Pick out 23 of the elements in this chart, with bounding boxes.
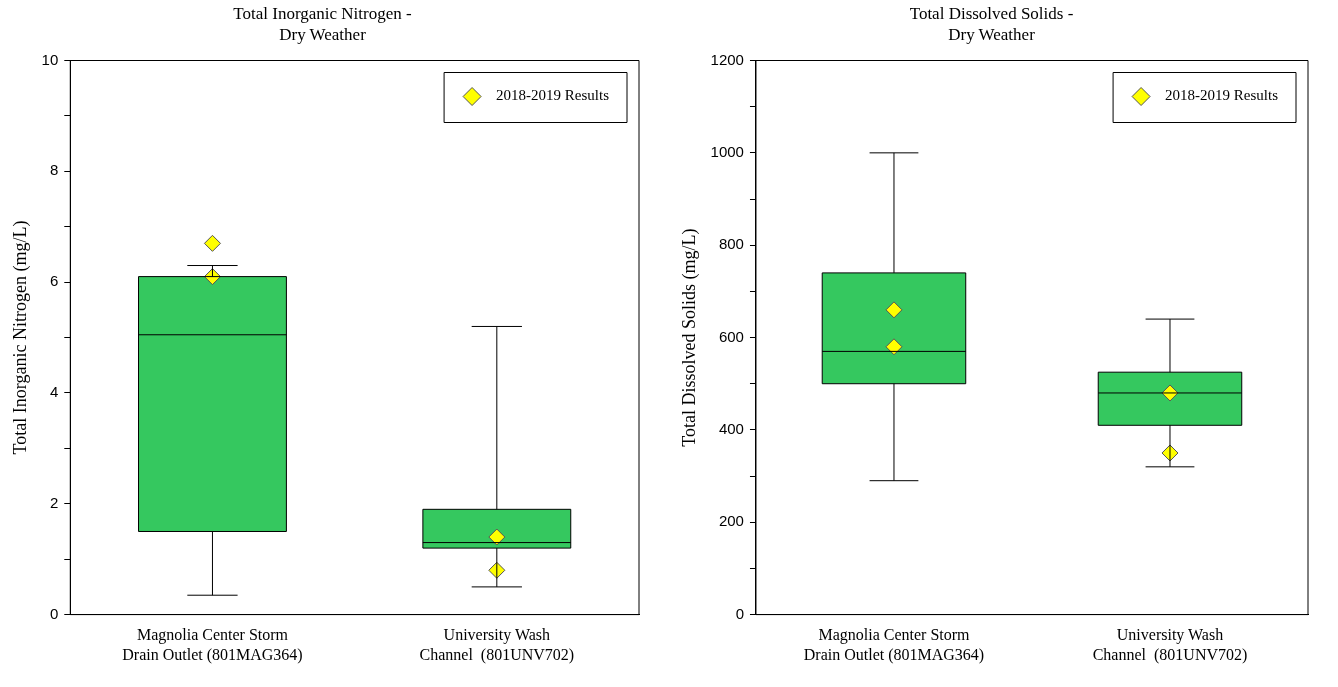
y-tick-label: 1000: [710, 142, 744, 160]
x-tick-label: Magnolia Center Storm Drain Outlet (801MAG364): [803, 626, 985, 664]
y-tick-label: 600: [718, 327, 744, 345]
legend-label: 2018-2019 Results: [1165, 87, 1279, 104]
chart-title: Total Dissolved Solids - Dry Weather: [909, 4, 1074, 45]
y-tick-label: 0: [735, 604, 744, 622]
y-tick-label: 800: [718, 235, 744, 253]
y-axis-title: Total Dissolved Solids (mg/L): [678, 228, 700, 447]
y-tick-label: 200: [718, 512, 744, 530]
y-tick-label: 6: [49, 272, 59, 290]
y-tick-label: 4: [49, 383, 59, 401]
y-tick-label: 2: [49, 493, 59, 511]
x-tick-label: University Wash Channel (801UNV702): [419, 626, 575, 664]
legend-label: 2018-2019 Results: [496, 87, 610, 104]
y-tick-label: 0: [49, 604, 59, 622]
x-tick-label: Magnolia Center Storm Drain Outlet (801MAG364): [122, 626, 303, 664]
y-tick-label: 1200: [710, 50, 744, 68]
x-tick-label: University Wash Channel (801UNV702): [1092, 626, 1248, 664]
y-axis-title: Total Inorganic Nitrogen (mg/L): [9, 220, 31, 455]
y-tick-label: 8: [49, 161, 59, 179]
chart-title: Total Inorganic Nitrogen - Dry Weather: [233, 4, 413, 45]
y-tick-label: 10: [41, 50, 59, 68]
y-tick-label: 400: [718, 420, 744, 438]
